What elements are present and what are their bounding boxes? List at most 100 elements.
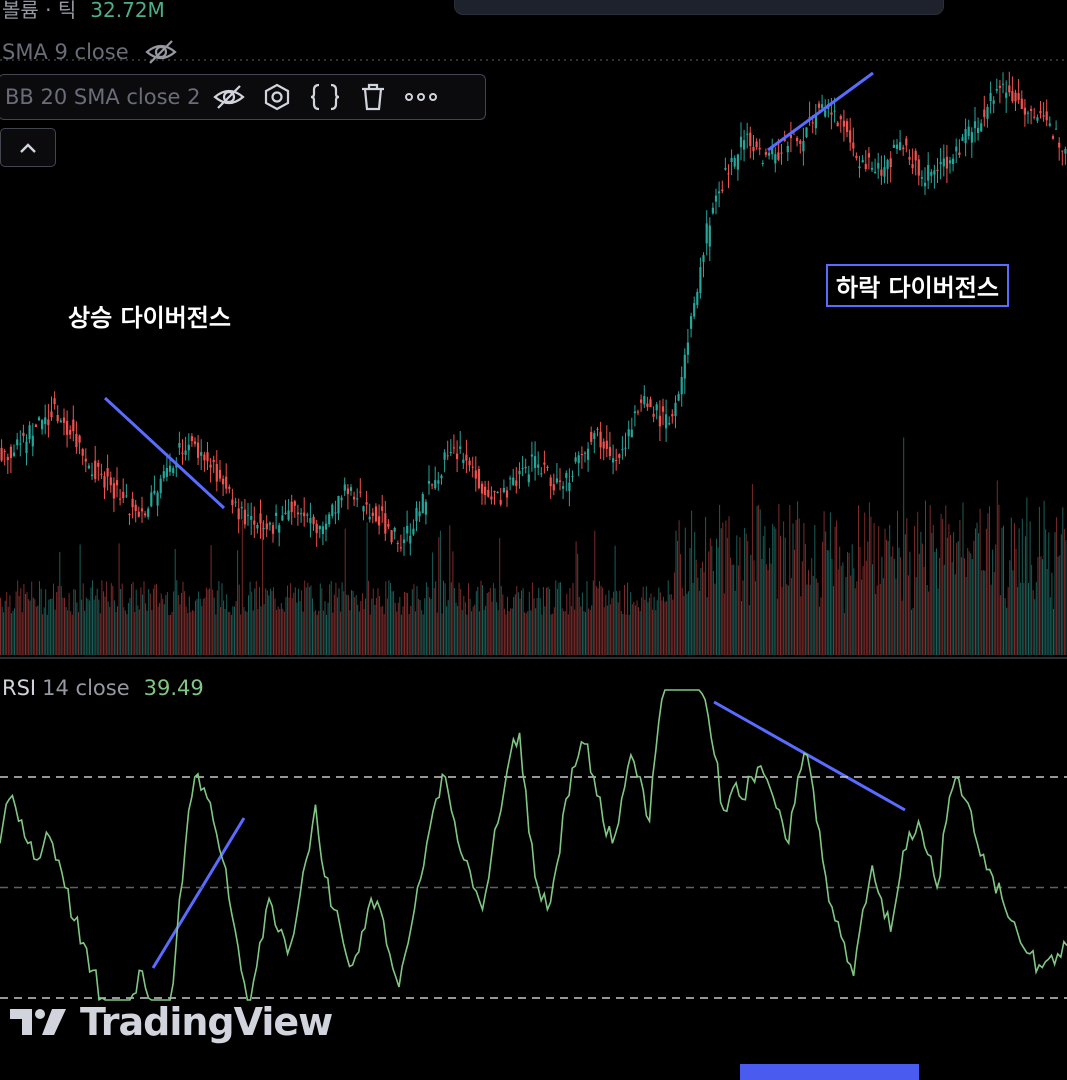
candle-body — [661, 406, 665, 412]
volume-bar — [536, 598, 538, 655]
delete-icon[interactable] — [353, 81, 393, 113]
rsi-legend[interactable]: RSI 14 close 39.49 — [2, 676, 204, 700]
volume-bar — [750, 554, 752, 655]
volume-bar — [804, 544, 806, 655]
candle-body — [253, 520, 256, 525]
volume-bar — [1046, 568, 1048, 655]
volume-bar — [243, 607, 245, 655]
candle-body — [540, 473, 543, 475]
volume-bar — [823, 511, 825, 655]
volume-bar — [586, 581, 588, 655]
volume-bar — [446, 606, 448, 655]
rsi-params: 14 close — [42, 676, 130, 700]
candle-body — [605, 440, 608, 449]
volume-bar — [120, 589, 122, 655]
candle-body — [562, 486, 565, 489]
volume-bar — [879, 584, 881, 655]
volume-bar — [463, 595, 465, 655]
candle-body — [147, 508, 150, 517]
volume-bar — [854, 588, 856, 655]
candle-body — [206, 452, 209, 462]
volume-bar — [273, 587, 274, 655]
candle-body — [930, 171, 933, 176]
volume-bar — [1009, 560, 1011, 655]
candle-body — [387, 523, 390, 527]
candle-body — [624, 447, 627, 449]
volume-bar — [836, 520, 838, 655]
volume-bar — [82, 583, 84, 655]
volume-bar — [457, 605, 459, 655]
volume-bar — [444, 583, 446, 655]
volume-bar — [867, 541, 869, 655]
candle-body — [106, 468, 109, 477]
candle-body — [961, 137, 964, 141]
volume-bar — [578, 596, 580, 655]
volume-bar — [856, 581, 858, 655]
volume-bar — [146, 610, 148, 655]
volume-bar — [357, 604, 359, 655]
top-toolbar[interactable] — [454, 0, 944, 15]
volume-bar — [633, 601, 635, 655]
candle-body — [640, 399, 643, 403]
candle-body — [243, 509, 246, 525]
volume-bar — [563, 611, 565, 655]
volume-bar — [803, 523, 805, 655]
volume-bar — [911, 609, 912, 655]
volume-bar — [78, 612, 79, 655]
volume-bar — [441, 613, 443, 655]
volume-bar — [976, 522, 978, 655]
volume-bar — [1024, 536, 1026, 655]
candle-body — [1026, 112, 1030, 114]
candle-body — [131, 498, 134, 508]
candle-body — [1030, 108, 1033, 111]
volume-bar — [483, 610, 485, 655]
volume-bar — [954, 574, 956, 655]
candle-body — [1064, 148, 1067, 154]
volume-bar — [873, 523, 875, 655]
volume-bar — [609, 604, 611, 655]
volume-bar — [238, 584, 240, 655]
candle-body — [699, 267, 702, 293]
candle-body — [980, 123, 983, 132]
volume-bar — [266, 590, 268, 655]
volume-bar — [218, 581, 220, 655]
volume-bar — [675, 530, 677, 655]
source-code-icon[interactable] — [305, 81, 345, 113]
volume-bar — [907, 575, 909, 655]
volume-bar — [834, 526, 836, 655]
candle-body — [471, 466, 474, 468]
volume-bar — [503, 608, 505, 655]
sma-legend[interactable]: SMA 9 close — [2, 36, 181, 68]
volume-bar — [307, 582, 309, 655]
volume-bar — [722, 522, 724, 655]
more-icon[interactable] — [401, 81, 441, 113]
collapse-legend-button[interactable] — [0, 128, 56, 167]
volume-bar — [1059, 555, 1061, 655]
candle-body — [474, 470, 477, 479]
volume-bar — [967, 548, 969, 655]
volume-bar — [798, 518, 800, 655]
candle-body — [275, 512, 278, 516]
candle-body — [518, 470, 521, 475]
volume-bar — [430, 598, 432, 655]
bottom-selection-bar[interactable] — [740, 1064, 919, 1080]
volume-bar — [397, 602, 399, 655]
volume-bar — [792, 523, 794, 655]
volume-bar — [820, 597, 822, 655]
volume-bar — [575, 541, 577, 655]
candle-body — [671, 414, 674, 417]
eye-off-icon[interactable] — [209, 81, 249, 113]
volume-bar — [1053, 608, 1054, 655]
volume-value: 32.72M — [90, 0, 165, 22]
settings-icon[interactable] — [257, 81, 297, 113]
volume-bar — [452, 551, 454, 655]
volume-bar — [198, 591, 200, 655]
bb-legend[interactable]: BB 20 SMA close 2 — [0, 74, 486, 120]
volume-bar — [508, 611, 510, 655]
candle-body — [34, 424, 37, 427]
eye-off-icon[interactable] — [141, 36, 181, 68]
volume-bar — [592, 580, 594, 655]
candle-body — [37, 417, 41, 421]
volume-bar — [831, 559, 833, 655]
